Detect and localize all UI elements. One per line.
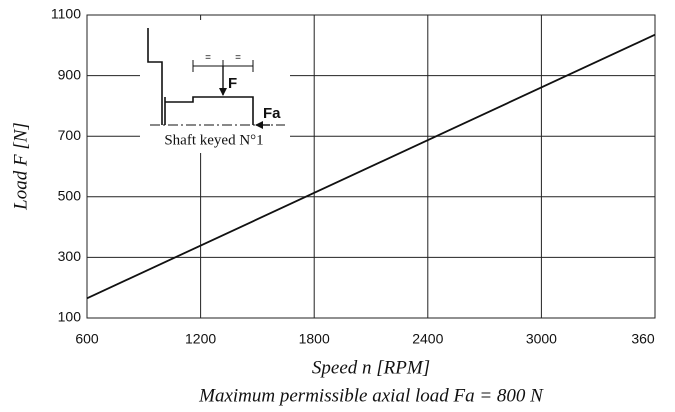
data-line	[86, 33, 656, 300]
x-tick-label: 3000	[526, 331, 557, 347]
equal-mark: =	[205, 53, 211, 64]
x-tick-label: 2400	[412, 331, 443, 347]
y-tick-label: 1100	[51, 6, 81, 22]
y-tick-label: 900	[58, 66, 82, 82]
x-tick-label: 600	[75, 331, 99, 347]
x-tick-label: 360	[631, 331, 655, 347]
y-tick-label: 100	[58, 309, 82, 325]
x-tick-label: 1200	[185, 331, 216, 347]
grid: 600 1200 1800 2400 3000 360 100 300 500 700 900 110…	[51, 6, 656, 347]
y-tick-label: 700	[58, 127, 82, 143]
x-tick-label: 1800	[299, 331, 330, 347]
force-arrowhead	[219, 88, 227, 96]
x-axis-title: Speed n [RPM]	[312, 357, 430, 378]
chart-caption: Maximum permissible axial load Fa = 800 …	[198, 385, 544, 406]
force-label: F	[228, 75, 237, 92]
inset-caption: Shaft keyed N°1	[164, 132, 263, 148]
caption-background	[150, 131, 280, 151]
y-tick-label: 500	[58, 188, 82, 204]
inset-background	[140, 20, 290, 153]
shaft-outline	[147, 28, 254, 125]
plot-frame	[86, 14, 656, 319]
equal-mark: =	[235, 53, 241, 64]
y-axis-title: Load F [N]	[10, 122, 31, 211]
axial-arrowhead	[255, 121, 263, 129]
axial-label: Fa	[263, 105, 281, 122]
y-tick-label: 300	[58, 248, 82, 264]
inset-diagram: = = F Fa Shaft keyed N°1	[140, 20, 290, 153]
marks	[86, 33, 656, 300]
